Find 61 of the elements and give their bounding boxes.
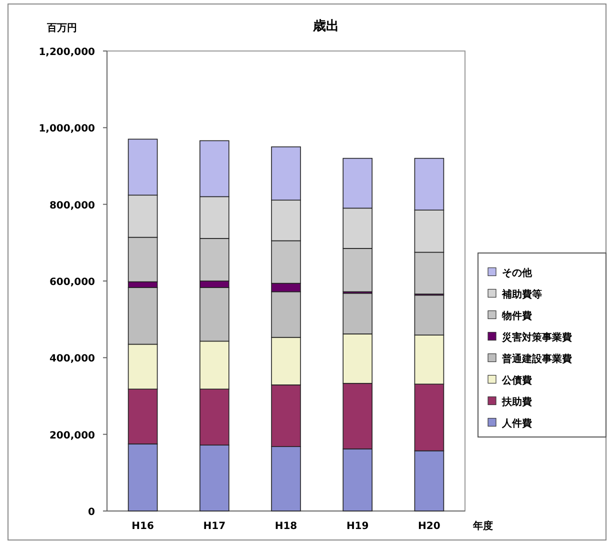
- y-tick-label: 1,000,000: [38, 124, 96, 135]
- bar: [128, 344, 158, 390]
- bar: [271, 384, 301, 447]
- bar: [342, 382, 372, 450]
- bar: [200, 280, 230, 288]
- legend-label: 普通建設事業費: [501, 352, 572, 365]
- bar: [342, 448, 372, 512]
- y-tick-label: 800,000: [49, 200, 96, 212]
- bar: [414, 450, 444, 512]
- bar: [342, 292, 372, 334]
- bar: [128, 287, 158, 345]
- bar: [128, 444, 158, 512]
- bar: [271, 146, 301, 201]
- legend-label: 公債費: [501, 374, 532, 386]
- bar: [128, 138, 158, 196]
- bar: [271, 291, 301, 338]
- bar: [128, 281, 158, 288]
- bar: [414, 384, 444, 452]
- x-tick-label: H20: [418, 521, 440, 532]
- x-tick-label: H17: [203, 521, 226, 532]
- legend-label: その他: [502, 266, 533, 279]
- legend-label: 災害対策事業費: [501, 331, 572, 344]
- bar: [128, 236, 158, 282]
- bar: [271, 336, 301, 386]
- bar: [200, 444, 230, 512]
- bar: [271, 446, 301, 512]
- bar: [342, 158, 372, 209]
- y-tick-label: 400,000: [49, 354, 96, 365]
- bar: [414, 158, 444, 210]
- x-axis-title: 年度: [472, 520, 493, 532]
- bar: [200, 287, 230, 342]
- bar: [342, 208, 372, 249]
- bar: [200, 238, 230, 282]
- x-tick-label: H16: [132, 521, 154, 532]
- bar: [342, 248, 372, 292]
- x-tick-label: H19: [346, 521, 369, 532]
- bar: [342, 334, 372, 384]
- bar: [200, 388, 230, 446]
- legend-label: 人件費: [501, 417, 532, 430]
- bar: [271, 282, 301, 292]
- bar: [200, 340, 230, 390]
- bar: [271, 240, 301, 284]
- bar: [414, 334, 444, 385]
- y-tick-label: 1,200,000: [38, 47, 96, 58]
- legend-label: 物件費: [501, 310, 532, 322]
- legend-label: 扶助費: [501, 396, 532, 408]
- y-tick-label: 0: [88, 507, 96, 518]
- bar: [414, 210, 444, 253]
- bar: [128, 388, 158, 444]
- bar: [200, 196, 230, 239]
- chart-title: 歳出: [312, 19, 339, 34]
- bar: [128, 194, 158, 238]
- x-tick-label: H18: [274, 521, 298, 532]
- bar: [414, 252, 444, 294]
- bar: [271, 200, 301, 242]
- y-tick-label: 600,000: [49, 277, 96, 288]
- legend-label: 補助費等: [501, 288, 542, 300]
- y-axis-title: 百万円: [46, 23, 77, 34]
- y-tick-label: 200,000: [49, 430, 96, 442]
- bar: [414, 294, 444, 336]
- bar: [200, 140, 230, 198]
